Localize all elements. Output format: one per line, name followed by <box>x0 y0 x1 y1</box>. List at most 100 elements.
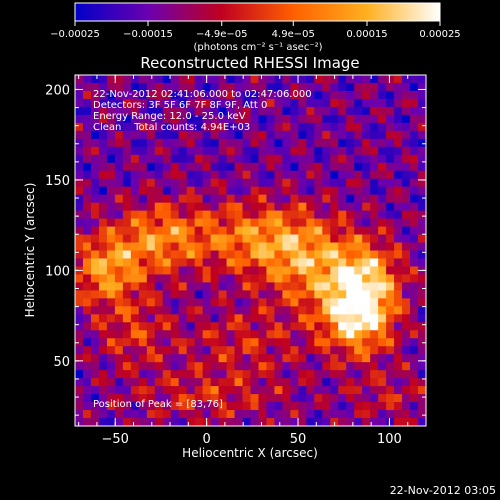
heatmap-cell <box>298 186 307 196</box>
heatmap-cell <box>282 338 291 347</box>
heatmap-cell <box>98 250 108 260</box>
annotation-time-range: 22-Nov-2012 02:41:06.000 to 02:47:06.000 <box>93 89 312 100</box>
heatmap-cell <box>370 122 379 132</box>
heatmap-cell <box>274 290 284 299</box>
heatmap-cell <box>186 82 196 92</box>
heatmap-cell <box>410 90 419 100</box>
heatmap-cell <box>402 322 411 331</box>
heatmap-cell <box>98 386 108 395</box>
heatmap-cell <box>82 114 92 124</box>
heatmap-cell <box>242 378 252 387</box>
heatmap-cell <box>234 210 244 220</box>
heatmap-cell <box>314 258 323 268</box>
heatmap-cell <box>178 114 188 124</box>
heatmap-cell <box>250 378 260 387</box>
heatmap-cell <box>234 170 244 180</box>
heatmap-cell <box>218 402 228 411</box>
heatmap-cell <box>202 218 212 228</box>
heatmap-cell <box>298 170 307 180</box>
heatmap-cell <box>298 106 307 116</box>
heatmap-cell <box>258 82 268 92</box>
heatmap-cell <box>362 234 371 244</box>
heatmap-cell <box>242 250 252 260</box>
heatmap-cell <box>266 82 276 92</box>
heatmap-cell <box>338 170 347 180</box>
heatmap-cell <box>106 90 116 100</box>
heatmap-cell <box>178 298 188 307</box>
heatmap-cell <box>90 226 100 236</box>
heatmap-cell <box>370 418 379 427</box>
heatmap-cell <box>242 242 252 252</box>
heatmap-cell <box>146 75 156 84</box>
heatmap-cell <box>330 138 339 148</box>
heatmap-cell <box>210 394 220 403</box>
heatmap-cell <box>394 98 403 108</box>
heatmap-cell <box>218 75 228 84</box>
heatmap-cell <box>354 394 363 403</box>
heatmap-cell <box>226 90 236 100</box>
heatmap-cell <box>194 210 204 220</box>
heatmap-cell <box>194 98 204 108</box>
heatmap-cell <box>106 82 116 92</box>
heatmap-cell <box>250 210 260 220</box>
heatmap-cell <box>75 298 84 307</box>
heatmap-cell <box>226 386 236 395</box>
heatmap-cell <box>242 82 252 92</box>
heatmap-cell <box>138 418 148 427</box>
heatmap-cell <box>130 114 140 124</box>
heatmap-cell <box>330 242 339 252</box>
heatmap-cell <box>354 154 363 164</box>
heatmap-cell <box>186 402 196 411</box>
heatmap-cell <box>122 306 132 315</box>
heatmap-cell <box>314 298 323 307</box>
heatmap-cell <box>370 210 379 220</box>
heatmap-cell <box>218 162 228 172</box>
heatmap-cell <box>250 162 260 172</box>
heatmap-cell <box>250 106 260 116</box>
heatmap-cell <box>394 418 403 427</box>
heatmap-cell <box>290 114 299 124</box>
heatmap-cell <box>418 410 427 419</box>
heatmap-cell <box>82 242 92 252</box>
heatmap-cell <box>226 322 236 331</box>
heatmap-cell <box>410 274 419 284</box>
heatmap-cell <box>274 418 284 427</box>
heatmap-cell <box>410 234 419 244</box>
x-tick-label: 50 <box>290 432 307 447</box>
heatmap-cell <box>75 75 84 84</box>
heatmap-cell <box>258 370 268 379</box>
heatmap-cell <box>218 114 228 124</box>
heatmap-cell <box>258 210 268 220</box>
heatmap-cell <box>122 194 132 204</box>
heatmap-cell <box>138 394 148 403</box>
heatmap-cell <box>362 362 371 371</box>
heatmap-cell <box>418 250 427 260</box>
heatmap-cell <box>338 226 347 236</box>
heatmap-cell <box>314 138 323 148</box>
heatmap-cell <box>338 90 347 100</box>
heatmap-cell <box>234 218 244 228</box>
heatmap-cell <box>146 218 156 228</box>
heatmap-cell <box>194 386 204 395</box>
heatmap-cell <box>242 234 252 244</box>
heatmap-cell <box>75 322 84 331</box>
heatmap-cell <box>274 162 284 172</box>
heatmap-cell <box>266 282 276 291</box>
heatmap-cell <box>234 234 244 244</box>
heatmap-cell <box>298 75 307 84</box>
heatmap-cell <box>106 138 116 148</box>
heatmap-cell <box>370 154 379 164</box>
heatmap-cell <box>114 138 124 148</box>
heatmap-cell <box>314 114 323 124</box>
heatmap-cell <box>194 346 204 355</box>
heatmap-cell <box>194 362 204 371</box>
heatmap-cell <box>234 186 244 196</box>
heatmap-cell <box>210 402 220 411</box>
heatmap-cell <box>370 186 379 196</box>
heatmap-cell <box>162 98 172 108</box>
heatmap-cell <box>234 418 244 427</box>
heatmap-cell <box>298 122 307 132</box>
heatmap-cell <box>314 274 323 284</box>
heatmap-cell <box>202 250 212 260</box>
heatmap-cell <box>130 274 140 284</box>
